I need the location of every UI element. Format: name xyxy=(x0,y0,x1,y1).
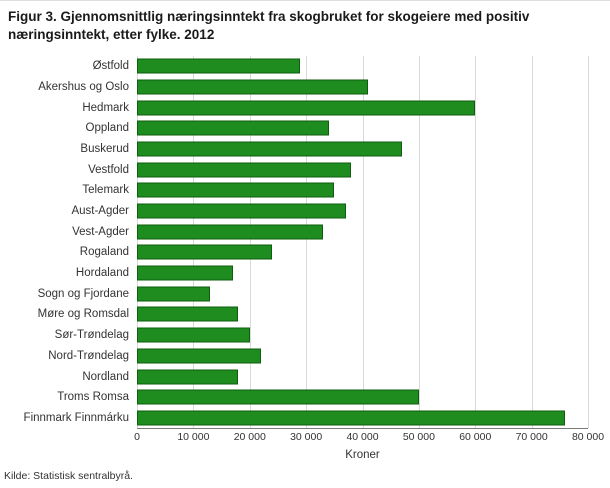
chart-row: Akershus og Oslo xyxy=(0,77,610,98)
bar xyxy=(137,182,335,198)
category-label: Aust-Agder xyxy=(71,205,129,218)
x-axis-tick-label: 50 000 xyxy=(402,431,435,444)
category-label: Vestfold xyxy=(88,163,129,176)
x-axis-tick-label: 0 xyxy=(134,431,140,444)
bar xyxy=(137,389,419,405)
category-label: Møre og Romsdal xyxy=(37,308,129,321)
gridline xyxy=(588,56,589,429)
bar-track xyxy=(137,56,588,77)
bar xyxy=(137,265,233,281)
x-axis-tick-label: 60 000 xyxy=(459,431,492,444)
chart-row: Møre og Romsdal xyxy=(0,304,610,325)
gridline xyxy=(193,56,195,429)
bar-chart: Østfold Akershus og Oslo Hedmark Oppland Bus… xyxy=(0,56,610,461)
chart-row: Hedmark xyxy=(0,97,610,118)
bar xyxy=(137,58,301,74)
category-label: Østfold xyxy=(92,60,129,73)
gridline xyxy=(475,56,477,429)
bar-track xyxy=(137,77,588,98)
x-axis-tick-label: 70 000 xyxy=(515,431,548,444)
bar xyxy=(137,120,329,136)
bar xyxy=(137,141,402,157)
gridline xyxy=(531,56,533,429)
chart-row: Buskerud xyxy=(0,139,610,160)
chart-row: Nordland xyxy=(0,366,610,387)
bar xyxy=(137,410,566,426)
figure-title: Figur 3. Gjennomsnittlig næringsinntekt … xyxy=(8,9,530,42)
bar-track xyxy=(137,118,588,139)
bar-track xyxy=(137,180,588,201)
gridline xyxy=(362,56,364,429)
category-label: Nord-Trøndelag xyxy=(48,349,129,362)
category-label: Buskerud xyxy=(80,143,129,156)
chart-row: Sogn og Fjordane xyxy=(0,283,610,304)
chart-row: Nord-Trøndelag xyxy=(0,346,610,367)
chart-row: Hordaland xyxy=(0,263,610,284)
bar xyxy=(137,224,324,240)
x-axis-tick-label: 40 000 xyxy=(346,431,379,444)
x-axis: 0 10 000 20 000 30 000 40 000 50 000 60 000 70 … xyxy=(134,428,604,444)
chart-row: Aust-Agder xyxy=(0,201,610,222)
chart-row: Østfold xyxy=(0,56,610,77)
gridline xyxy=(137,56,138,429)
category-label: Troms Romsa xyxy=(57,391,129,404)
chart-row: Vest-Agder xyxy=(0,221,610,242)
bar xyxy=(137,348,262,364)
bar-track xyxy=(137,97,588,118)
category-label: Oppland xyxy=(85,122,129,135)
category-label: Rogaland xyxy=(79,246,129,259)
category-label: Akershus og Oslo xyxy=(38,81,129,94)
x-axis-tick-label: 30 000 xyxy=(290,431,323,444)
bar-track xyxy=(137,263,588,284)
x-axis-title: Kroner xyxy=(345,449,380,462)
chart-row: Telemark xyxy=(0,180,610,201)
category-label: Vest-Agder xyxy=(72,225,129,238)
bar-track xyxy=(137,325,588,346)
bar xyxy=(137,162,352,178)
bar-track xyxy=(137,387,588,408)
source-note: Kilde: Statistisk sentralbyrå. xyxy=(4,470,133,482)
bar xyxy=(137,369,239,384)
bar xyxy=(137,286,211,302)
gridline xyxy=(418,56,420,429)
category-label: Sør-Trøndelag xyxy=(54,329,129,342)
bar-track xyxy=(137,139,588,160)
bar xyxy=(137,79,369,95)
category-label: Sogn og Fjordane xyxy=(37,287,129,300)
category-label: Nordland xyxy=(82,370,129,383)
bar-track xyxy=(137,201,588,222)
chart-row: Oppland xyxy=(0,118,610,139)
bar-track xyxy=(137,221,588,242)
bar xyxy=(137,306,239,322)
category-label: Finnmark Finnmárku xyxy=(23,411,129,424)
gridline xyxy=(249,56,251,429)
bar-track xyxy=(137,242,588,263)
bar-track xyxy=(137,159,588,180)
plot-area xyxy=(137,56,589,430)
x-axis-tick-label: 20 000 xyxy=(233,431,266,444)
category-label: Hordaland xyxy=(75,267,129,280)
x-axis-tick-label: 10 000 xyxy=(177,431,210,444)
chart-rows: Østfold Akershus og Oslo Hedmark Oppland Bus… xyxy=(0,56,610,428)
chart-row: Vestfold xyxy=(0,159,610,180)
chart-row: Finnmark Finnmárku xyxy=(0,408,610,429)
bar-track xyxy=(137,366,588,387)
bar xyxy=(137,327,250,343)
bar-track xyxy=(137,408,588,429)
bar xyxy=(137,244,273,260)
bar xyxy=(137,100,476,116)
bar xyxy=(137,203,346,219)
category-label: Telemark xyxy=(82,184,129,197)
x-axis-tick-label: 80 000 xyxy=(571,431,605,444)
bar-track xyxy=(137,283,588,304)
chart-row: Sør-Trøndelag xyxy=(0,325,610,346)
bar-track xyxy=(137,346,588,367)
chart-row: Rogaland xyxy=(0,242,610,263)
bar-track xyxy=(137,304,588,325)
category-label: Hedmark xyxy=(82,101,129,114)
chart-row: Troms Romsa xyxy=(0,387,610,408)
gridline xyxy=(306,56,308,429)
